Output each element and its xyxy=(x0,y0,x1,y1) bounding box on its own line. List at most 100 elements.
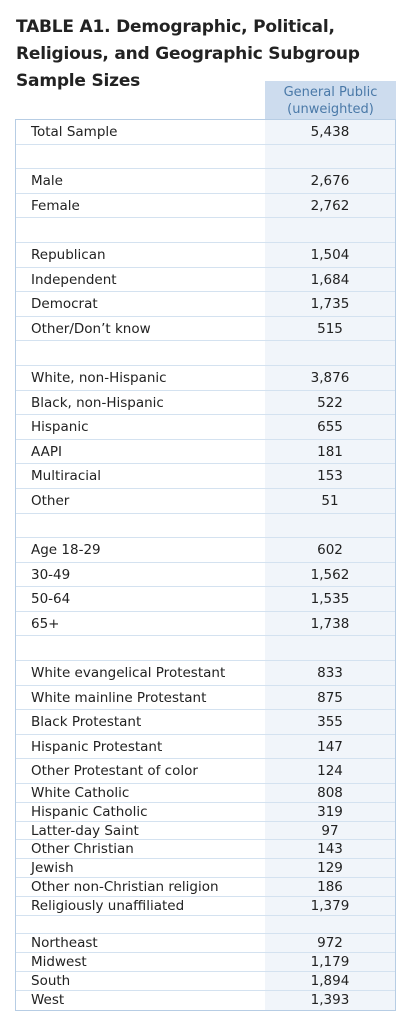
row-value: 51 xyxy=(265,488,395,513)
table-row: Independent 1,684 xyxy=(16,267,395,293)
row-value xyxy=(265,144,395,169)
row-value: 143 xyxy=(265,840,395,859)
table-row: White evangelical Protestant 833 xyxy=(16,661,395,686)
row-value: 181 xyxy=(265,439,395,464)
table-row: Latter-day Saint 97 xyxy=(16,821,395,841)
row-value: 1,379 xyxy=(265,896,395,915)
row-value: 1,504 xyxy=(265,242,395,267)
row-label xyxy=(16,916,265,934)
row-label: West xyxy=(31,991,65,1008)
table-row: Other 51 xyxy=(16,488,395,514)
row-label: Northeast xyxy=(31,935,98,952)
row-label: White evangelical Protestant xyxy=(31,665,226,682)
row-label xyxy=(16,636,265,660)
row-label: Other/Don’t know xyxy=(31,320,151,337)
row-value: 808 xyxy=(265,784,395,802)
row-label: Hispanic Catholic xyxy=(31,803,148,820)
row-value xyxy=(265,513,395,538)
row-label: Independent xyxy=(31,271,117,288)
row-label: Midwest xyxy=(31,954,87,971)
row-label xyxy=(16,145,265,169)
table-row: Democrat 1,735 xyxy=(16,292,395,317)
row-value: 655 xyxy=(265,415,395,439)
table-row: Hispanic 655 xyxy=(16,415,395,440)
row-label: Total Sample xyxy=(31,124,118,140)
spacer-row xyxy=(16,218,395,243)
row-label: Democrat xyxy=(31,296,98,313)
table-title: TABLE A1. Demographic, Political, Religi… xyxy=(16,17,360,91)
table-row: Jewish 129 xyxy=(16,859,395,879)
table-row: White Catholic 808 xyxy=(16,784,395,803)
row-value: 1,562 xyxy=(265,562,395,587)
row-label: Black Protestant xyxy=(31,714,142,731)
row-value: 319 xyxy=(265,802,395,821)
row-label: White Catholic xyxy=(31,785,130,802)
row-value: 147 xyxy=(265,734,395,759)
row-label xyxy=(16,218,265,242)
row-label: Other Christian xyxy=(31,841,134,858)
row-label: Republican xyxy=(31,246,106,263)
row-value: 3,876 xyxy=(265,365,395,390)
table-row: 30-49 1,562 xyxy=(16,562,395,588)
table-row: West 1,393 xyxy=(16,990,395,1010)
row-label xyxy=(16,514,265,538)
row-label: Other Protestant of color xyxy=(31,763,198,780)
table-row: White mainline Protestant 875 xyxy=(16,685,395,711)
row-value: 2,762 xyxy=(265,193,395,218)
row-value: 515 xyxy=(265,316,395,341)
table-row: Total Sample 5,438 xyxy=(16,120,395,145)
table-row: Male 2,676 xyxy=(16,169,395,194)
table-row: AAPI 181 xyxy=(16,439,395,465)
row-label: Male xyxy=(31,173,63,190)
row-value: 602 xyxy=(265,538,395,562)
row-label: Other non-Christian religion xyxy=(31,879,219,896)
row-value: 2,676 xyxy=(265,169,395,193)
table-row: Black Protestant 355 xyxy=(16,710,395,735)
table-row: Other Protestant of color 124 xyxy=(16,759,395,785)
row-label: Hispanic Protestant xyxy=(31,738,163,755)
row-value: 97 xyxy=(265,821,395,840)
row-label: 50-64 xyxy=(31,591,71,608)
row-label: South xyxy=(31,973,71,989)
table-row: Age 18-29 602 xyxy=(16,538,395,563)
row-value: 875 xyxy=(265,685,395,710)
table-row: Religiously unaffiliated 1,379 xyxy=(16,896,395,916)
row-value xyxy=(265,218,395,242)
table-row: 50-64 1,535 xyxy=(16,587,395,612)
row-label: Religiously unaffiliated xyxy=(31,897,185,914)
spacer-row xyxy=(16,915,395,935)
sample-size-table: Total Sample 5,438 Male 2,676 Female 2,762 Rep… xyxy=(15,119,396,1011)
table-row: Female 2,762 xyxy=(16,193,395,219)
table-row: Republican 1,504 xyxy=(16,242,395,268)
spacer-row xyxy=(16,144,395,170)
table-row: Other non-Christian religion 186 xyxy=(16,878,395,897)
spacer-row xyxy=(16,513,395,539)
row-label: Multiracial xyxy=(31,468,102,485)
table-row: White, non-Hispanic 3,876 xyxy=(16,365,395,391)
row-label: 65+ xyxy=(31,615,60,632)
row-value: 522 xyxy=(265,390,395,415)
row-value: 972 xyxy=(265,934,395,953)
row-value: 1,894 xyxy=(265,972,395,990)
table-row: Northeast 972 xyxy=(16,934,395,954)
column-header-general-public: General Public (unweighted) xyxy=(265,81,396,119)
table-row: Hispanic Protestant 147 xyxy=(16,734,395,760)
row-label: White, non-Hispanic xyxy=(31,369,167,386)
row-label: AAPI xyxy=(31,443,62,460)
spacer-row xyxy=(16,341,395,366)
table-row: Multiracial 153 xyxy=(16,464,395,489)
row-label: Jewish xyxy=(31,860,74,877)
row-label xyxy=(16,341,265,365)
row-value: 1,535 xyxy=(265,587,395,611)
row-value: 1,735 xyxy=(265,292,395,316)
row-value: 124 xyxy=(265,759,395,784)
table-row: Hispanic Catholic 319 xyxy=(16,802,395,822)
table-row: South 1,894 xyxy=(16,972,395,991)
row-value: 153 xyxy=(265,464,395,488)
row-value: 1,738 xyxy=(265,611,395,636)
row-label: Hispanic xyxy=(31,419,89,436)
row-value: 5,438 xyxy=(265,120,395,144)
row-value xyxy=(265,341,395,365)
row-label: Age 18-29 xyxy=(31,542,101,559)
row-label: Latter-day Saint xyxy=(31,822,139,839)
